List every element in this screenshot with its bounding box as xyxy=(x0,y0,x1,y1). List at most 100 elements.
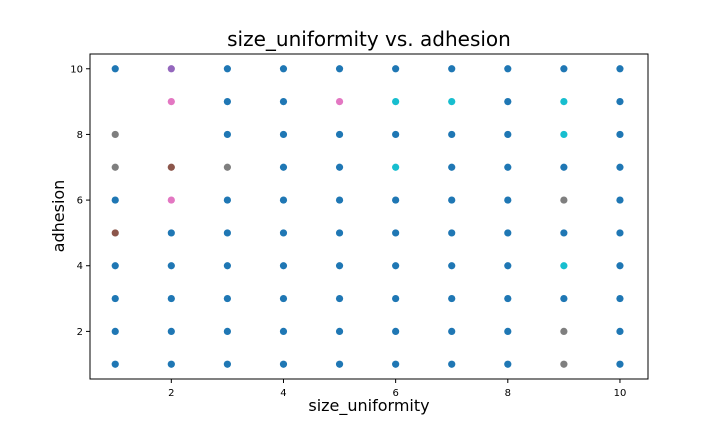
data-point xyxy=(616,65,624,73)
data-point xyxy=(223,130,231,139)
data-point xyxy=(448,294,456,303)
x-tick-label: 2 xyxy=(168,388,174,399)
data-point xyxy=(279,98,288,106)
data-point xyxy=(392,262,400,270)
data-point xyxy=(223,65,231,73)
x-tick-label: 4 xyxy=(280,388,286,399)
data-point xyxy=(167,229,175,237)
data-point xyxy=(279,360,288,368)
y-tick-label: 4 xyxy=(77,261,83,272)
x-tick-label: 10 xyxy=(614,388,627,399)
data-point xyxy=(616,130,624,139)
data-point xyxy=(111,65,119,73)
data-point xyxy=(560,196,568,204)
data-point xyxy=(560,65,568,73)
data-point xyxy=(167,163,175,171)
data-point xyxy=(392,196,400,204)
data-point xyxy=(223,360,231,368)
data-point xyxy=(167,196,175,204)
data-point xyxy=(111,327,119,335)
data-point xyxy=(335,65,344,73)
x-tick-label: 8 xyxy=(505,388,511,399)
data-point xyxy=(504,294,512,303)
data-point xyxy=(448,98,456,106)
data-point xyxy=(279,294,288,303)
data-point xyxy=(111,163,119,171)
data-point xyxy=(616,294,624,303)
data-points xyxy=(111,65,624,368)
chart-title: size_uniformity vs. adhesion xyxy=(227,27,511,51)
plot-area-frame xyxy=(89,53,649,380)
data-point xyxy=(392,327,400,335)
data-point xyxy=(111,294,119,303)
data-point xyxy=(335,360,344,368)
y-axis-label: adhesion xyxy=(49,180,68,253)
data-point xyxy=(279,196,288,204)
data-point xyxy=(560,229,568,237)
data-point xyxy=(223,229,231,237)
x-axis-ticks: 2 4 6 8 10 xyxy=(168,379,626,399)
data-point xyxy=(448,229,456,237)
data-point xyxy=(279,229,288,237)
data-point xyxy=(560,327,568,335)
data-point xyxy=(392,360,400,368)
data-point xyxy=(448,196,456,204)
data-point xyxy=(560,360,568,368)
y-tick-label: 10 xyxy=(70,64,83,75)
data-point xyxy=(223,163,231,171)
data-point xyxy=(392,130,400,139)
data-point xyxy=(504,327,512,335)
data-point xyxy=(560,262,568,270)
data-point xyxy=(279,130,288,139)
data-point xyxy=(504,163,512,171)
data-point xyxy=(504,130,512,139)
data-point xyxy=(504,360,512,368)
y-tick-label: 8 xyxy=(77,130,83,141)
data-point xyxy=(279,327,288,335)
data-point xyxy=(560,163,568,171)
data-point xyxy=(167,294,175,303)
data-point xyxy=(223,196,231,204)
data-point xyxy=(111,229,119,237)
y-tick-label: 2 xyxy=(77,327,83,338)
data-point xyxy=(279,262,288,270)
data-point xyxy=(560,294,568,303)
data-point xyxy=(111,262,119,270)
data-point xyxy=(616,163,624,171)
data-point xyxy=(616,327,624,335)
data-point xyxy=(392,65,400,73)
data-point xyxy=(335,98,344,106)
y-axis-ticks: 2 4 6 8 10 xyxy=(70,64,90,338)
data-point xyxy=(167,65,175,73)
data-point xyxy=(111,130,119,139)
data-point xyxy=(616,196,624,204)
data-point xyxy=(448,327,456,335)
data-point xyxy=(504,98,512,106)
data-point xyxy=(616,229,624,237)
data-point xyxy=(504,65,512,73)
data-point xyxy=(392,98,400,106)
data-point xyxy=(335,163,344,171)
data-point xyxy=(335,130,344,139)
data-point xyxy=(560,98,568,106)
data-point xyxy=(335,327,344,335)
data-point xyxy=(223,262,231,270)
data-point xyxy=(448,360,456,368)
data-point xyxy=(223,327,231,335)
x-tick-label: 6 xyxy=(392,388,398,399)
data-point xyxy=(167,98,175,106)
data-point xyxy=(167,360,175,368)
data-point xyxy=(279,163,288,171)
x-axis-label: size_uniformity xyxy=(308,396,429,416)
data-point xyxy=(448,262,456,270)
data-point xyxy=(616,360,624,368)
y-tick-label: 6 xyxy=(77,196,83,207)
data-point xyxy=(111,196,119,204)
data-point xyxy=(504,196,512,204)
data-point xyxy=(167,262,175,270)
data-point xyxy=(223,98,231,106)
data-point xyxy=(504,229,512,237)
data-point xyxy=(279,65,288,73)
